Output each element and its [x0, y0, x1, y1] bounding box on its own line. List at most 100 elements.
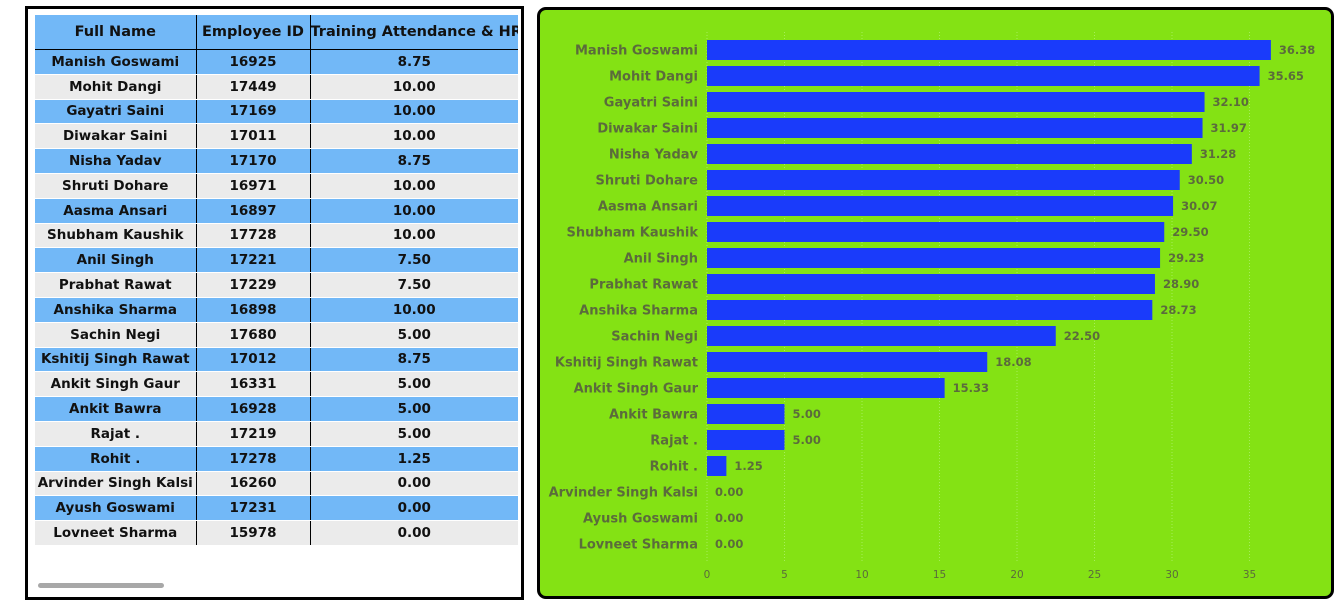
- bar-value-label: 29.50: [1172, 225, 1208, 239]
- cell-full-name: Arvinder Singh Kalsi: [35, 471, 197, 497]
- cell-training-score: 10.00: [310, 223, 518, 249]
- cell-training-score: 1.25: [310, 446, 518, 472]
- table-row[interactable]: Anil Singh 17221 7.50: [35, 247, 518, 274]
- table-row[interactable]: Prabhat Rawat 17229 7.50: [35, 272, 518, 298]
- table-row[interactable]: Manish Goswami 16925 8.75: [35, 49, 518, 75]
- y-category-label: Lovneet Sharma: [579, 538, 698, 553]
- bar-value-label: 31.28: [1200, 147, 1236, 161]
- cell-employee-id: 17728: [196, 223, 311, 249]
- table-row[interactable]: Kshitij Singh Rawat 17012 8.75: [35, 347, 518, 373]
- employee-table: Full Name Employee ID Training Attendanc…: [35, 15, 518, 546]
- cell-employee-id: 16898: [196, 297, 311, 323]
- bar[interactable]: [707, 196, 1174, 216]
- bar[interactable]: [707, 144, 1192, 164]
- cell-full-name: Ayush Goswami: [35, 495, 197, 522]
- cell-employee-id: 16928: [196, 396, 311, 422]
- table-row[interactable]: Anshika Sharma 16898 10.00: [35, 297, 518, 323]
- bar[interactable]: [707, 352, 988, 372]
- cell-training-score: 0.00: [310, 520, 518, 546]
- table-row[interactable]: Rohit . 17278 1.25: [35, 446, 518, 472]
- table-row[interactable]: Ankit Singh Gaur 16331 5.00: [35, 371, 518, 398]
- x-tick-label: 15: [933, 569, 946, 581]
- column-header-employee-id[interactable]: Employee ID: [196, 15, 311, 50]
- cell-employee-id: 17449: [196, 74, 311, 100]
- cell-employee-id: 16331: [196, 371, 311, 398]
- cell-training-score: 10.00: [310, 198, 518, 224]
- bar-value-label: 30.07: [1181, 199, 1217, 213]
- cell-training-score: 8.75: [310, 49, 518, 75]
- table-row[interactable]: Ayush Goswami 17231 0.00: [35, 495, 518, 522]
- cell-full-name: Prabhat Rawat: [35, 272, 197, 298]
- bar-value-label: 1.25: [734, 459, 762, 473]
- x-tick-label: 30: [1165, 569, 1178, 581]
- cell-training-score: 0.00: [310, 471, 518, 497]
- cell-full-name: Rohit .: [35, 446, 197, 472]
- table-row[interactable]: Ankit Bawra 16928 5.00: [35, 396, 518, 422]
- bar-value-label: 0.00: [715, 485, 743, 499]
- bar[interactable]: [707, 248, 1161, 268]
- x-tick-label: 25: [1088, 569, 1101, 581]
- bar[interactable]: [707, 222, 1165, 242]
- bar[interactable]: [707, 40, 1271, 60]
- cell-employee-id: 17278: [196, 446, 311, 472]
- bar[interactable]: [707, 430, 785, 450]
- bar[interactable]: [707, 404, 785, 424]
- table-row[interactable]: Diwakar Saini 17011 10.00: [35, 123, 518, 150]
- cell-employee-id: 16925: [196, 49, 311, 75]
- y-category-label: Rohit .: [650, 460, 698, 475]
- y-category-label: Ayush Goswami: [583, 512, 698, 527]
- bar-value-label: 15.33: [953, 381, 989, 395]
- y-category-label: Mohit Dangi: [609, 70, 698, 85]
- table-row[interactable]: Shubham Kaushik 17728 10.00: [35, 223, 518, 249]
- y-category-label: Manish Goswami: [575, 44, 698, 59]
- cell-full-name: Ankit Singh Gaur: [35, 371, 197, 398]
- y-category-label: Aasma Ansari: [598, 200, 698, 215]
- cell-full-name: Lovneet Sharma: [35, 520, 197, 546]
- cell-employee-id: 17680: [196, 322, 311, 348]
- table-row[interactable]: Mohit Dangi 17449 10.00: [35, 74, 518, 100]
- cell-employee-id: 15978: [196, 520, 311, 546]
- bar[interactable]: [707, 326, 1056, 346]
- bar[interactable]: [707, 170, 1180, 190]
- cell-training-score: 10.00: [310, 297, 518, 323]
- cell-training-score: 8.75: [310, 347, 518, 373]
- bar[interactable]: [707, 300, 1153, 320]
- bar-value-label: 28.90: [1163, 277, 1199, 291]
- table-row[interactable]: Aasma Ansari 16897 10.00: [35, 198, 518, 224]
- column-header-full-name[interactable]: Full Name: [35, 15, 197, 50]
- column-header-training-attendance[interactable]: Training Attendance & HR: [310, 15, 518, 50]
- bar[interactable]: [707, 456, 727, 476]
- bar[interactable]: [707, 378, 945, 398]
- table-row[interactable]: Sachin Negi 17680 5.00: [35, 322, 518, 348]
- y-category-label: Prabhat Rawat: [589, 278, 698, 293]
- bar-value-label: 22.50: [1064, 329, 1100, 343]
- cell-employee-id: 16260: [196, 471, 311, 497]
- table-row[interactable]: Rajat . 17219 5.00: [35, 421, 518, 447]
- table-row[interactable]: Shruti Dohare 16971 10.00: [35, 173, 518, 199]
- x-tick-label: 35: [1243, 569, 1256, 581]
- table-row[interactable]: Lovneet Sharma 15978 0.00: [35, 520, 518, 546]
- cell-employee-id: 17011: [196, 123, 311, 150]
- x-tick-label: 20: [1010, 569, 1023, 581]
- y-category-label: Kshitij Singh Rawat: [555, 356, 698, 371]
- cell-training-score: 5.00: [310, 322, 518, 348]
- bar[interactable]: [707, 274, 1155, 294]
- horizontal-scrollbar[interactable]: [38, 583, 164, 588]
- cell-employee-id: 17221: [196, 247, 311, 274]
- table-row[interactable]: Arvinder Singh Kalsi 16260 0.00: [35, 471, 518, 497]
- cell-training-score: 5.00: [310, 421, 518, 447]
- y-category-label: Sachin Negi: [611, 330, 698, 345]
- cell-employee-id: 17169: [196, 99, 311, 125]
- cell-training-score: 5.00: [310, 396, 518, 422]
- x-tick-label: 10: [855, 569, 868, 581]
- y-category-label: Diwakar Saini: [597, 122, 698, 137]
- table-row[interactable]: Gayatri Saini 17169 10.00: [35, 99, 518, 125]
- bar[interactable]: [707, 118, 1203, 138]
- bar[interactable]: [707, 92, 1205, 112]
- bar-value-label: 0.00: [715, 511, 743, 525]
- cell-full-name: Anil Singh: [35, 247, 197, 274]
- cell-training-score: 10.00: [310, 173, 518, 199]
- bar[interactable]: [707, 66, 1260, 86]
- table-row[interactable]: Nisha Yadav 17170 8.75: [35, 148, 518, 174]
- cell-full-name: Kshitij Singh Rawat: [35, 347, 197, 373]
